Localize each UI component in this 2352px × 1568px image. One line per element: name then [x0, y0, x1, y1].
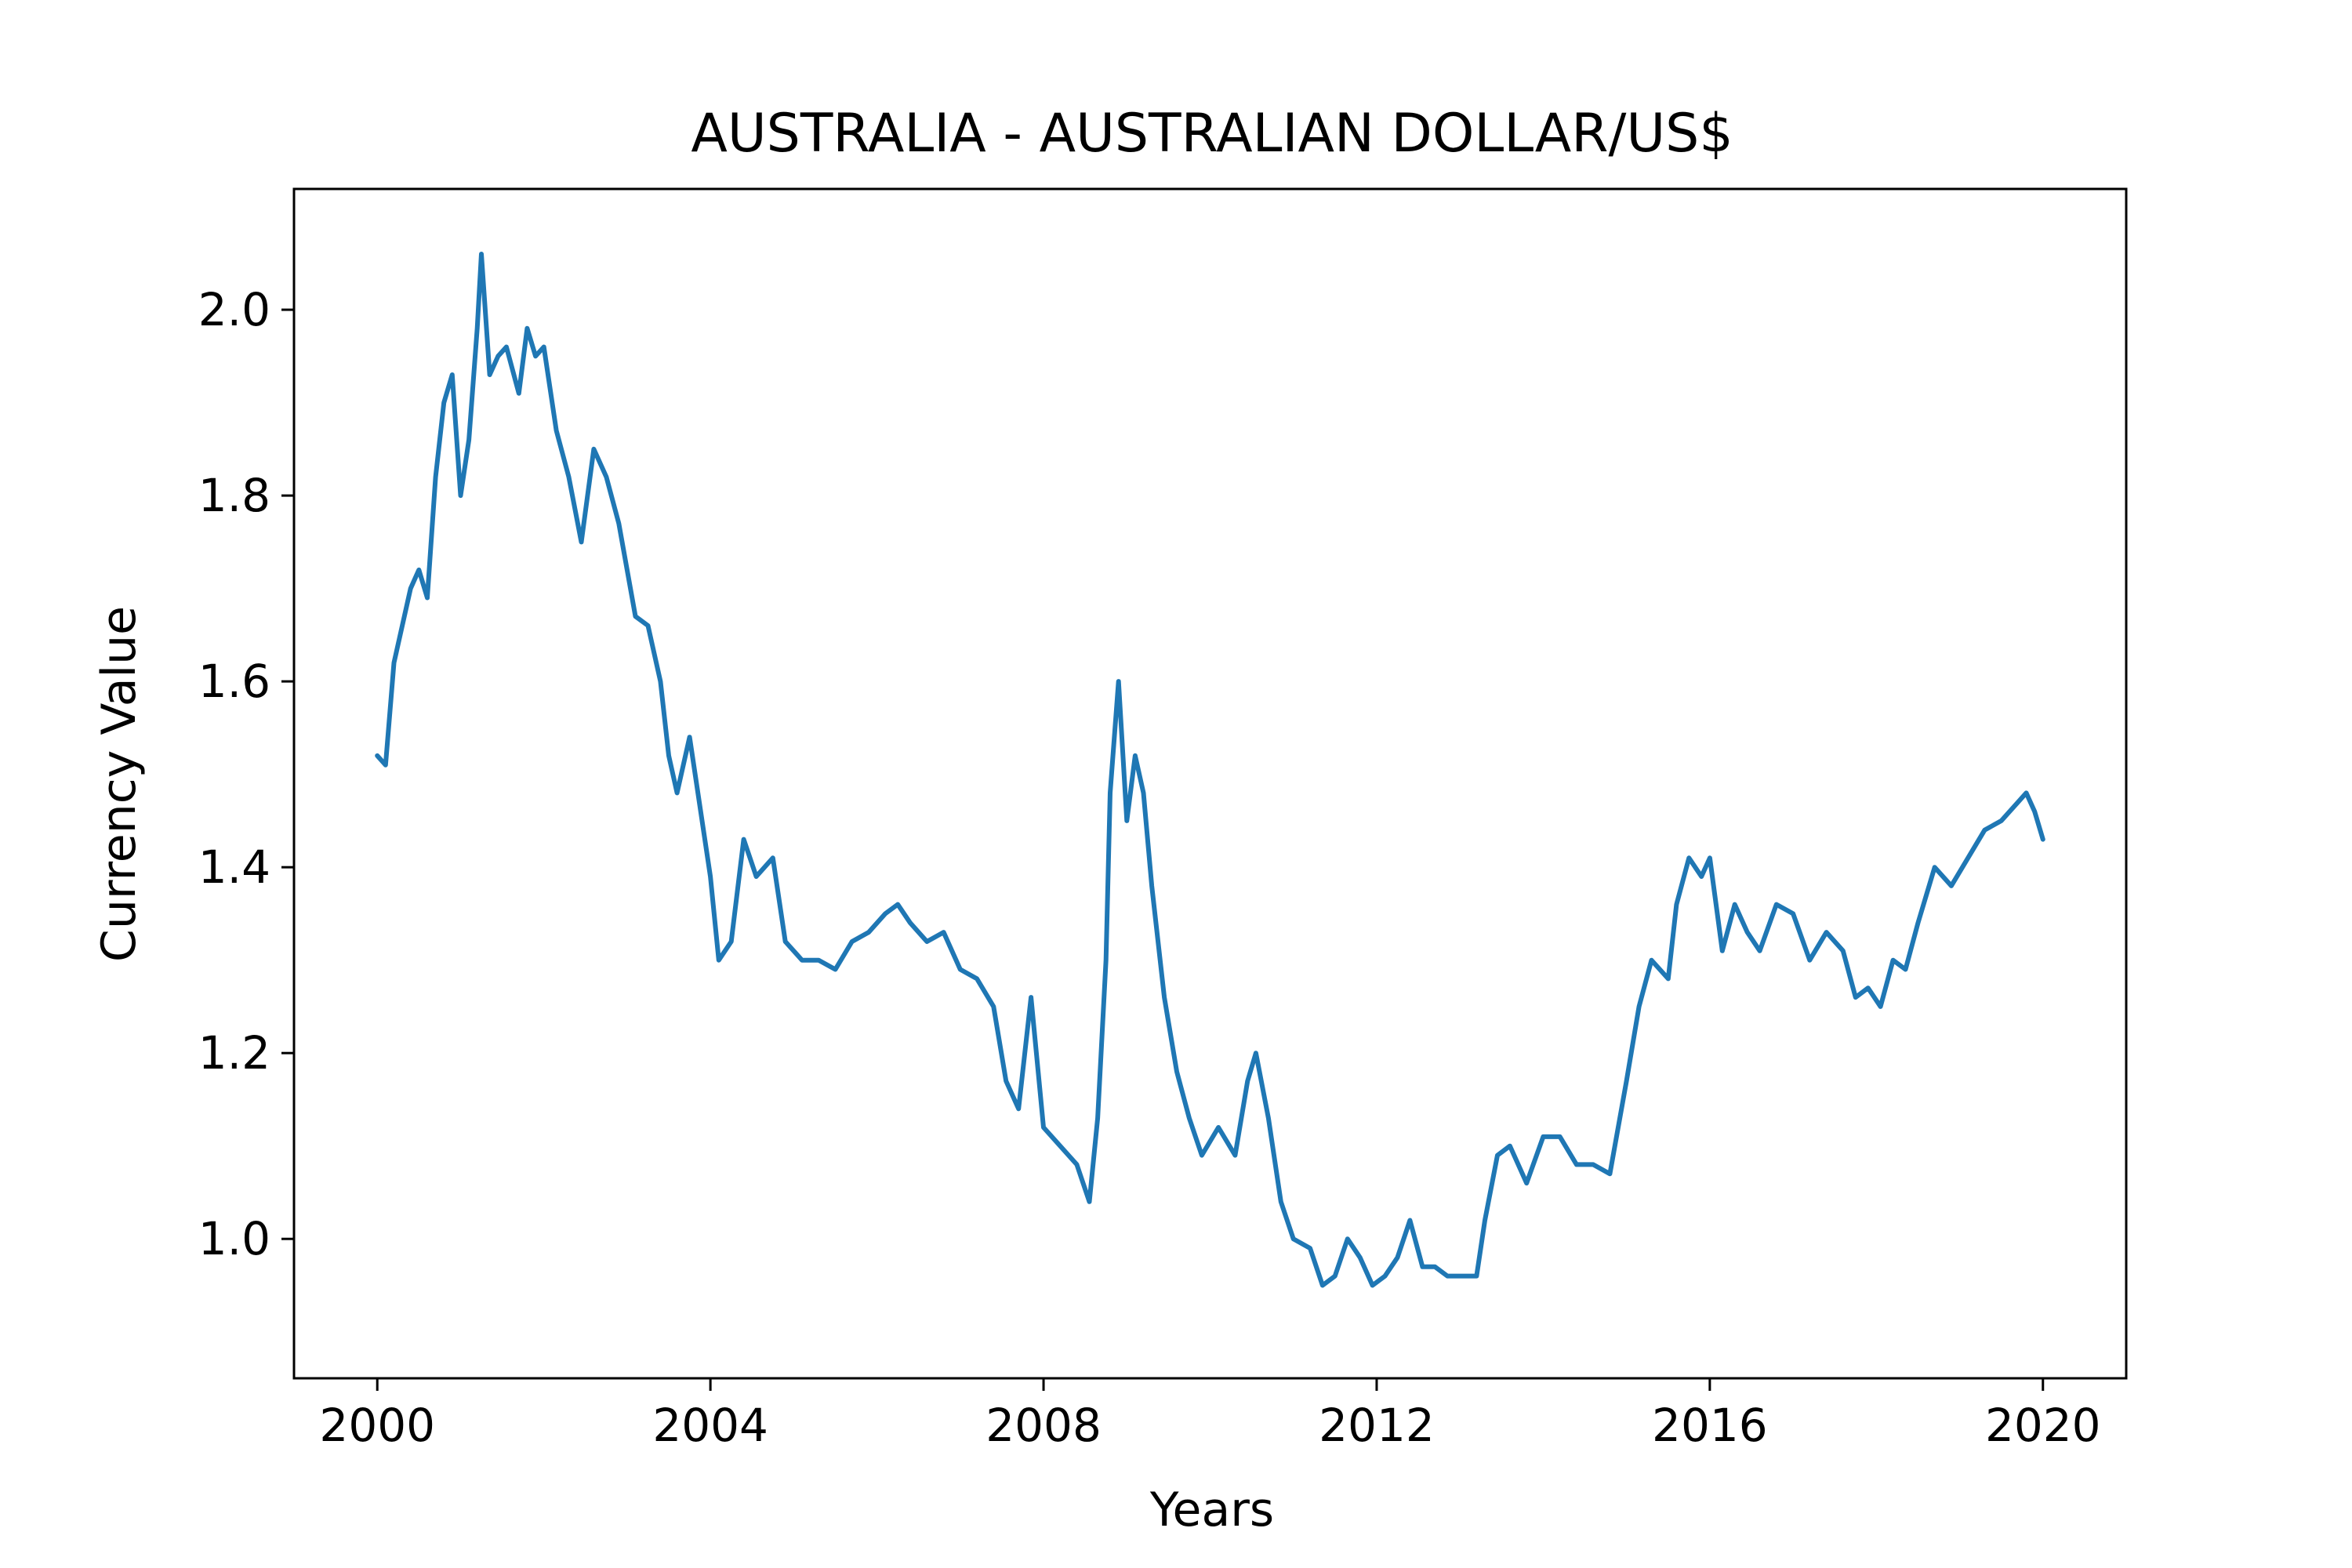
chart-title: AUSTRALIA - AUSTRALIAN DOLLAR/US$ — [691, 103, 1733, 165]
y-tick-label: 1.0 — [198, 1212, 270, 1265]
y-tick-label: 1.8 — [198, 469, 270, 522]
y-tick-label: 1.2 — [198, 1026, 270, 1080]
y-axis: 1.0 1.2 1.4 1.6 1.8 2.0 — [198, 283, 294, 1265]
y-tick-label: 1.4 — [198, 840, 270, 894]
x-tick-label: 2004 — [652, 1399, 768, 1452]
y-axis-label: Currency Value — [92, 606, 147, 962]
x-tick-label: 2008 — [985, 1399, 1102, 1452]
x-tick-label: 2020 — [1985, 1399, 2101, 1452]
plot-area — [375, 252, 2045, 1288]
y-tick-label: 2.0 — [198, 283, 270, 336]
x-tick-label: 2016 — [1652, 1399, 1768, 1452]
x-axis: 2000 2004 2008 2012 2016 2020 — [319, 1378, 2101, 1452]
x-tick-label: 2012 — [1319, 1399, 1435, 1452]
x-tick-label: 2000 — [319, 1399, 435, 1452]
y-tick-label: 1.6 — [198, 655, 270, 708]
plot-frame — [292, 187, 2128, 1380]
currency-line — [375, 252, 2045, 1288]
x-axis-label: Years — [1149, 1483, 1274, 1537]
